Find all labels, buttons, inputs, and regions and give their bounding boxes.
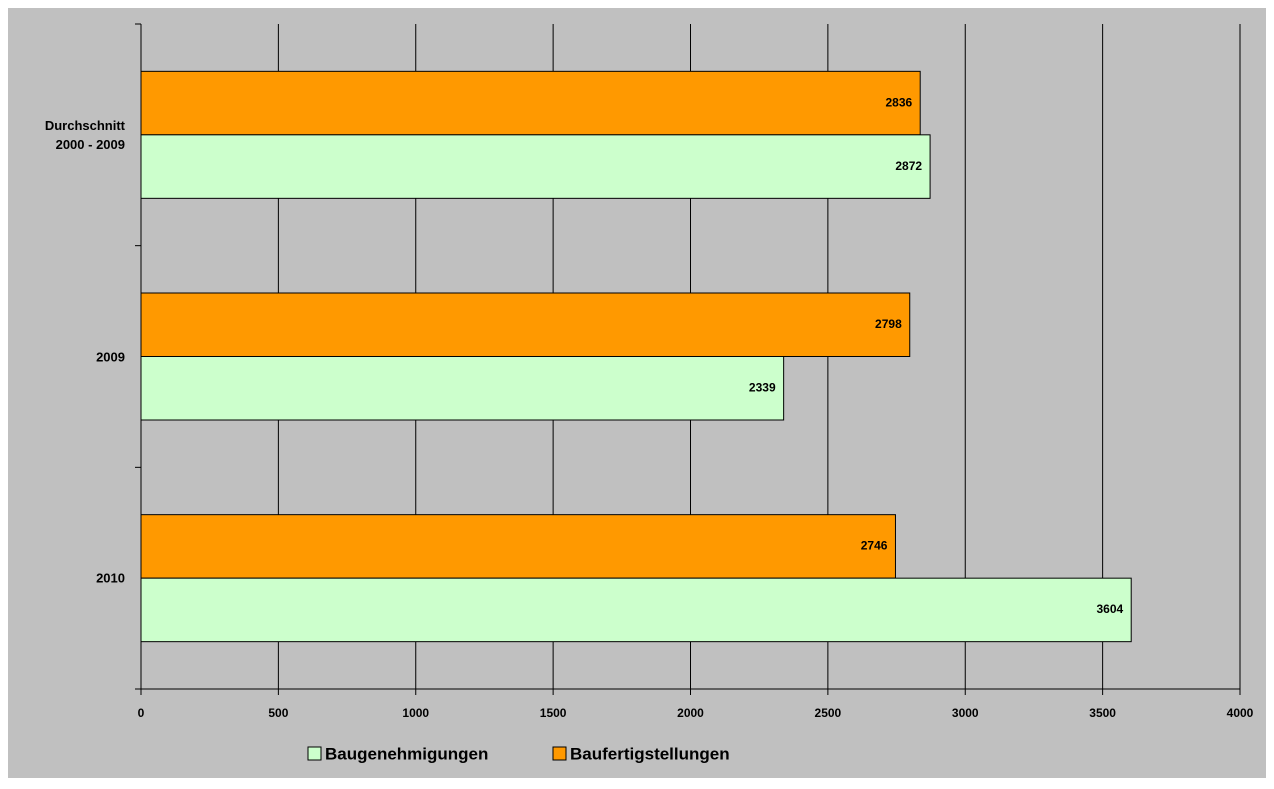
- x-tick-label: 4000: [1227, 706, 1254, 720]
- bar: [140, 134, 931, 199]
- x-tick-label: 1000: [402, 706, 429, 720]
- bar: [140, 70, 921, 136]
- x-tick-label: 3000: [952, 706, 979, 720]
- value-label: 2339: [749, 380, 776, 394]
- value-label: 2872: [895, 159, 922, 173]
- y-tick-label: 2010: [96, 570, 125, 586]
- value-label: 2746: [861, 539, 888, 553]
- value-label: 2836: [885, 95, 912, 109]
- bar: [140, 356, 785, 421]
- y-tick-label: 2009: [96, 349, 125, 364]
- legend-swatch: [307, 746, 322, 761]
- legend-swatch: [552, 746, 567, 761]
- x-tick-label: 2500: [815, 706, 842, 720]
- y-tick-label: Durchschnitt 2000 - 2009: [44, 117, 125, 152]
- x-tick-label: 0: [138, 706, 145, 720]
- value-label: 3604: [1096, 602, 1123, 616]
- bar: [140, 514, 896, 579]
- legend-label: Baugenehmigungen: [325, 744, 488, 763]
- x-tick-label: 500: [268, 706, 288, 720]
- legend-label: Baufertigstellungen: [570, 744, 730, 763]
- value-label: 2798: [875, 317, 902, 331]
- x-tick-label: 3500: [1089, 706, 1116, 720]
- bar: [140, 292, 911, 357]
- x-tick-label: 1500: [540, 706, 567, 720]
- bar: [140, 577, 1132, 643]
- x-tick-label: 2000: [677, 706, 704, 720]
